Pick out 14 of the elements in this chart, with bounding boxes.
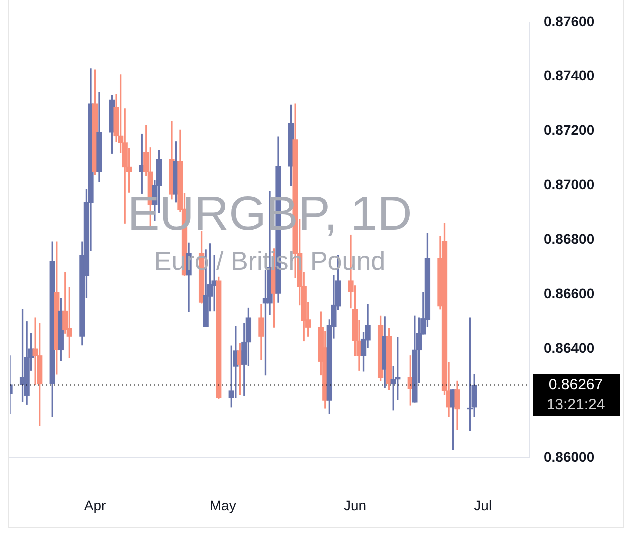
y-tick-label: 0.86400 <box>544 340 595 356</box>
y-tick-label: 0.87000 <box>544 176 595 193</box>
x-tick-label: Jul <box>474 497 492 514</box>
y-tick-label: 0.87200 <box>544 122 595 138</box>
x-tick-label: Apr <box>84 497 106 514</box>
y-tick-label: 0.86600 <box>544 286 595 302</box>
x-tick-label: May <box>210 497 236 514</box>
y-tick-label: 0.86800 <box>544 231 595 248</box>
y-tick-label: 0.87400 <box>544 68 595 84</box>
text: 13:21:24 <box>546 396 606 414</box>
ref-line-label: 0.86267 <box>548 376 604 394</box>
y-tick-label: 0.86000 <box>544 448 595 465</box>
x-tick-label: Jun <box>344 497 367 514</box>
y-tick-label: 0.87600 <box>544 13 595 30</box>
